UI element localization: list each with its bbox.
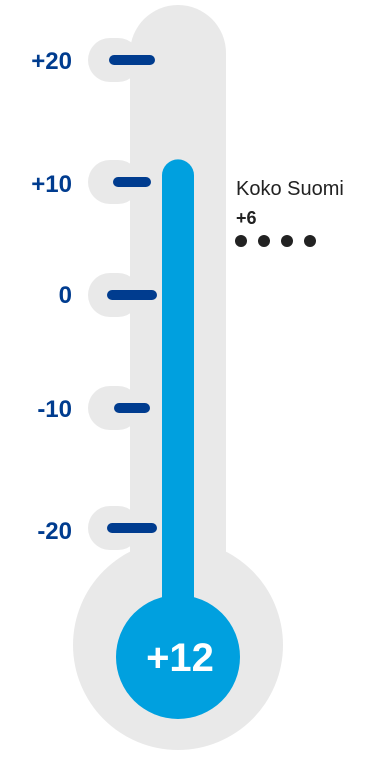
reference-name: Koko Suomi — [236, 178, 344, 200]
mercury-column — [162, 159, 194, 645]
tick-label-plus-20: +20 — [31, 48, 72, 75]
reference-dot — [281, 235, 293, 247]
mercury-bulb — [116, 595, 240, 719]
reference-dot — [235, 235, 247, 247]
reference-dot — [304, 235, 316, 247]
tick-label-minus-10: -10 — [37, 396, 72, 423]
tick-label-plus-10: +10 — [31, 171, 72, 198]
tick-label-minus-20: -20 — [37, 518, 72, 545]
current-value-label: +12 — [146, 636, 214, 680]
reference-value-label: +6 — [236, 208, 257, 228]
reference-dot — [258, 235, 270, 247]
tick-label-zero: 0 — [58, 282, 72, 309]
